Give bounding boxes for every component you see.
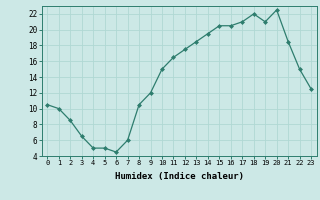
X-axis label: Humidex (Indice chaleur): Humidex (Indice chaleur) [115, 172, 244, 181]
